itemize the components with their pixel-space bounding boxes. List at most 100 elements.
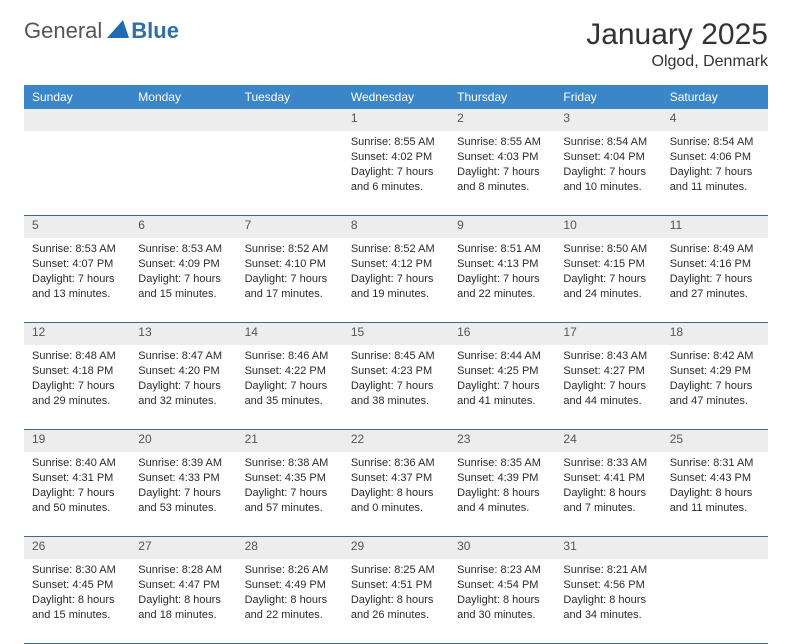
day-cell: Sunrise: 8:43 AMSunset: 4:27 PMDaylight:… xyxy=(555,345,661,430)
day-details: Sunrise: 8:48 AMSunset: 4:18 PMDaylight:… xyxy=(24,345,130,414)
day-number-cell xyxy=(130,109,236,131)
sunrise-line: Sunrise: 8:42 AM xyxy=(670,349,760,364)
sunset-line: Sunset: 4:20 PM xyxy=(138,364,228,379)
day-number-row: 19202122232425 xyxy=(24,430,768,453)
daylight-line: Daylight: 7 hours and 8 minutes. xyxy=(457,165,547,195)
daylight-line: Daylight: 8 hours and 7 minutes. xyxy=(563,486,653,516)
sunrise-line: Sunrise: 8:25 AM xyxy=(351,563,441,578)
day-number-cell: 18 xyxy=(662,323,768,346)
sunrise-line: Sunrise: 8:23 AM xyxy=(457,563,547,578)
day-details: Sunrise: 8:51 AMSunset: 4:13 PMDaylight:… xyxy=(449,238,555,307)
sunrise-line: Sunrise: 8:55 AM xyxy=(351,135,441,150)
calendar-page: General Blue January 2025 Olgod, Denmark… xyxy=(0,0,792,612)
day-number-cell: 2 xyxy=(449,109,555,131)
day-number-cell: 8 xyxy=(343,216,449,239)
day-cell: Sunrise: 8:36 AMSunset: 4:37 PMDaylight:… xyxy=(343,452,449,537)
day-number-cell: 20 xyxy=(130,430,236,453)
day-number-cell: 24 xyxy=(555,430,661,453)
day-cell: Sunrise: 8:54 AMSunset: 4:04 PMDaylight:… xyxy=(555,131,661,216)
day-number-cell: 27 xyxy=(130,537,236,560)
sunrise-line: Sunrise: 8:31 AM xyxy=(670,456,760,471)
day-number-cell xyxy=(24,109,130,131)
day-details: Sunrise: 8:47 AMSunset: 4:20 PMDaylight:… xyxy=(130,345,236,414)
day-number-cell: 4 xyxy=(662,109,768,131)
sunset-line: Sunset: 4:45 PM xyxy=(32,578,122,593)
daylight-line: Daylight: 7 hours and 10 minutes. xyxy=(563,165,653,195)
sunset-line: Sunset: 4:18 PM xyxy=(32,364,122,379)
sunrise-line: Sunrise: 8:54 AM xyxy=(670,135,760,150)
day-cell: Sunrise: 8:50 AMSunset: 4:15 PMDaylight:… xyxy=(555,238,661,323)
day-cell: Sunrise: 8:40 AMSunset: 4:31 PMDaylight:… xyxy=(24,452,130,537)
day-number-cell: 26 xyxy=(24,537,130,560)
day-cell: Sunrise: 8:30 AMSunset: 4:45 PMDaylight:… xyxy=(24,559,130,644)
sunrise-line: Sunrise: 8:28 AM xyxy=(138,563,228,578)
day-details: Sunrise: 8:52 AMSunset: 4:12 PMDaylight:… xyxy=(343,238,449,307)
sunrise-line: Sunrise: 8:44 AM xyxy=(457,349,547,364)
day-cell: Sunrise: 8:46 AMSunset: 4:22 PMDaylight:… xyxy=(237,345,343,430)
day-number-cell: 11 xyxy=(662,216,768,239)
day-cell: Sunrise: 8:23 AMSunset: 4:54 PMDaylight:… xyxy=(449,559,555,644)
daylight-line: Daylight: 8 hours and 22 minutes. xyxy=(245,593,335,623)
day-details: Sunrise: 8:40 AMSunset: 4:31 PMDaylight:… xyxy=(24,452,130,521)
week-row: Sunrise: 8:55 AMSunset: 4:02 PMDaylight:… xyxy=(24,131,768,216)
day-number-cell: 13 xyxy=(130,323,236,346)
sunset-line: Sunset: 4:27 PM xyxy=(563,364,653,379)
sunrise-line: Sunrise: 8:33 AM xyxy=(563,456,653,471)
sunrise-line: Sunrise: 8:46 AM xyxy=(245,349,335,364)
sunset-line: Sunset: 4:07 PM xyxy=(32,257,122,272)
daylight-line: Daylight: 7 hours and 15 minutes. xyxy=(138,272,228,302)
daylight-line: Daylight: 7 hours and 19 minutes. xyxy=(351,272,441,302)
day-details: Sunrise: 8:54 AMSunset: 4:04 PMDaylight:… xyxy=(555,131,661,200)
day-number-cell: 30 xyxy=(449,537,555,560)
sunset-line: Sunset: 4:15 PM xyxy=(563,257,653,272)
day-number-cell: 5 xyxy=(24,216,130,239)
day-details: Sunrise: 8:53 AMSunset: 4:07 PMDaylight:… xyxy=(24,238,130,307)
sunrise-line: Sunrise: 8:52 AM xyxy=(245,242,335,257)
weekday-header: Saturday xyxy=(662,85,768,109)
day-details: Sunrise: 8:49 AMSunset: 4:16 PMDaylight:… xyxy=(662,238,768,307)
day-details: Sunrise: 8:31 AMSunset: 4:43 PMDaylight:… xyxy=(662,452,768,521)
day-number-cell xyxy=(662,537,768,560)
sunrise-line: Sunrise: 8:50 AM xyxy=(563,242,653,257)
weekday-header: Sunday xyxy=(24,85,130,109)
calendar-table: Sunday Monday Tuesday Wednesday Thursday… xyxy=(24,85,768,644)
sunset-line: Sunset: 4:25 PM xyxy=(457,364,547,379)
day-cell: Sunrise: 8:38 AMSunset: 4:35 PMDaylight:… xyxy=(237,452,343,537)
daylight-line: Daylight: 7 hours and 32 minutes. xyxy=(138,379,228,409)
sunset-line: Sunset: 4:22 PM xyxy=(245,364,335,379)
day-number-cell: 31 xyxy=(555,537,661,560)
day-details: Sunrise: 8:26 AMSunset: 4:49 PMDaylight:… xyxy=(237,559,343,628)
day-cell: Sunrise: 8:47 AMSunset: 4:20 PMDaylight:… xyxy=(130,345,236,430)
sunset-line: Sunset: 4:06 PM xyxy=(670,150,760,165)
sunset-line: Sunset: 4:29 PM xyxy=(670,364,760,379)
sunrise-line: Sunrise: 8:38 AM xyxy=(245,456,335,471)
day-details: Sunrise: 8:42 AMSunset: 4:29 PMDaylight:… xyxy=(662,345,768,414)
day-details: Sunrise: 8:35 AMSunset: 4:39 PMDaylight:… xyxy=(449,452,555,521)
day-cell: Sunrise: 8:54 AMSunset: 4:06 PMDaylight:… xyxy=(662,131,768,216)
sunrise-line: Sunrise: 8:40 AM xyxy=(32,456,122,471)
daylight-line: Daylight: 7 hours and 50 minutes. xyxy=(32,486,122,516)
day-details: Sunrise: 8:50 AMSunset: 4:15 PMDaylight:… xyxy=(555,238,661,307)
brand-triangle-icon xyxy=(107,20,129,43)
sunset-line: Sunset: 4:09 PM xyxy=(138,257,228,272)
sunset-line: Sunset: 4:39 PM xyxy=(457,471,547,486)
sunset-line: Sunset: 4:16 PM xyxy=(670,257,760,272)
daylight-line: Daylight: 8 hours and 18 minutes. xyxy=(138,593,228,623)
day-details: Sunrise: 8:45 AMSunset: 4:23 PMDaylight:… xyxy=(343,345,449,414)
day-details: Sunrise: 8:55 AMSunset: 4:03 PMDaylight:… xyxy=(449,131,555,200)
day-cell: Sunrise: 8:28 AMSunset: 4:47 PMDaylight:… xyxy=(130,559,236,644)
sunrise-line: Sunrise: 8:47 AM xyxy=(138,349,228,364)
day-number-cell: 25 xyxy=(662,430,768,453)
day-cell: Sunrise: 8:31 AMSunset: 4:43 PMDaylight:… xyxy=(662,452,768,537)
day-number-row: 567891011 xyxy=(24,216,768,239)
day-cell: Sunrise: 8:35 AMSunset: 4:39 PMDaylight:… xyxy=(449,452,555,537)
sunset-line: Sunset: 4:49 PM xyxy=(245,578,335,593)
daylight-line: Daylight: 7 hours and 27 minutes. xyxy=(670,272,760,302)
day-cell: Sunrise: 8:51 AMSunset: 4:13 PMDaylight:… xyxy=(449,238,555,323)
sunset-line: Sunset: 4:03 PM xyxy=(457,150,547,165)
daylight-line: Daylight: 8 hours and 30 minutes. xyxy=(457,593,547,623)
day-cell xyxy=(24,131,130,216)
day-details: Sunrise: 8:55 AMSunset: 4:02 PMDaylight:… xyxy=(343,131,449,200)
day-cell: Sunrise: 8:55 AMSunset: 4:03 PMDaylight:… xyxy=(449,131,555,216)
day-cell: Sunrise: 8:21 AMSunset: 4:56 PMDaylight:… xyxy=(555,559,661,644)
